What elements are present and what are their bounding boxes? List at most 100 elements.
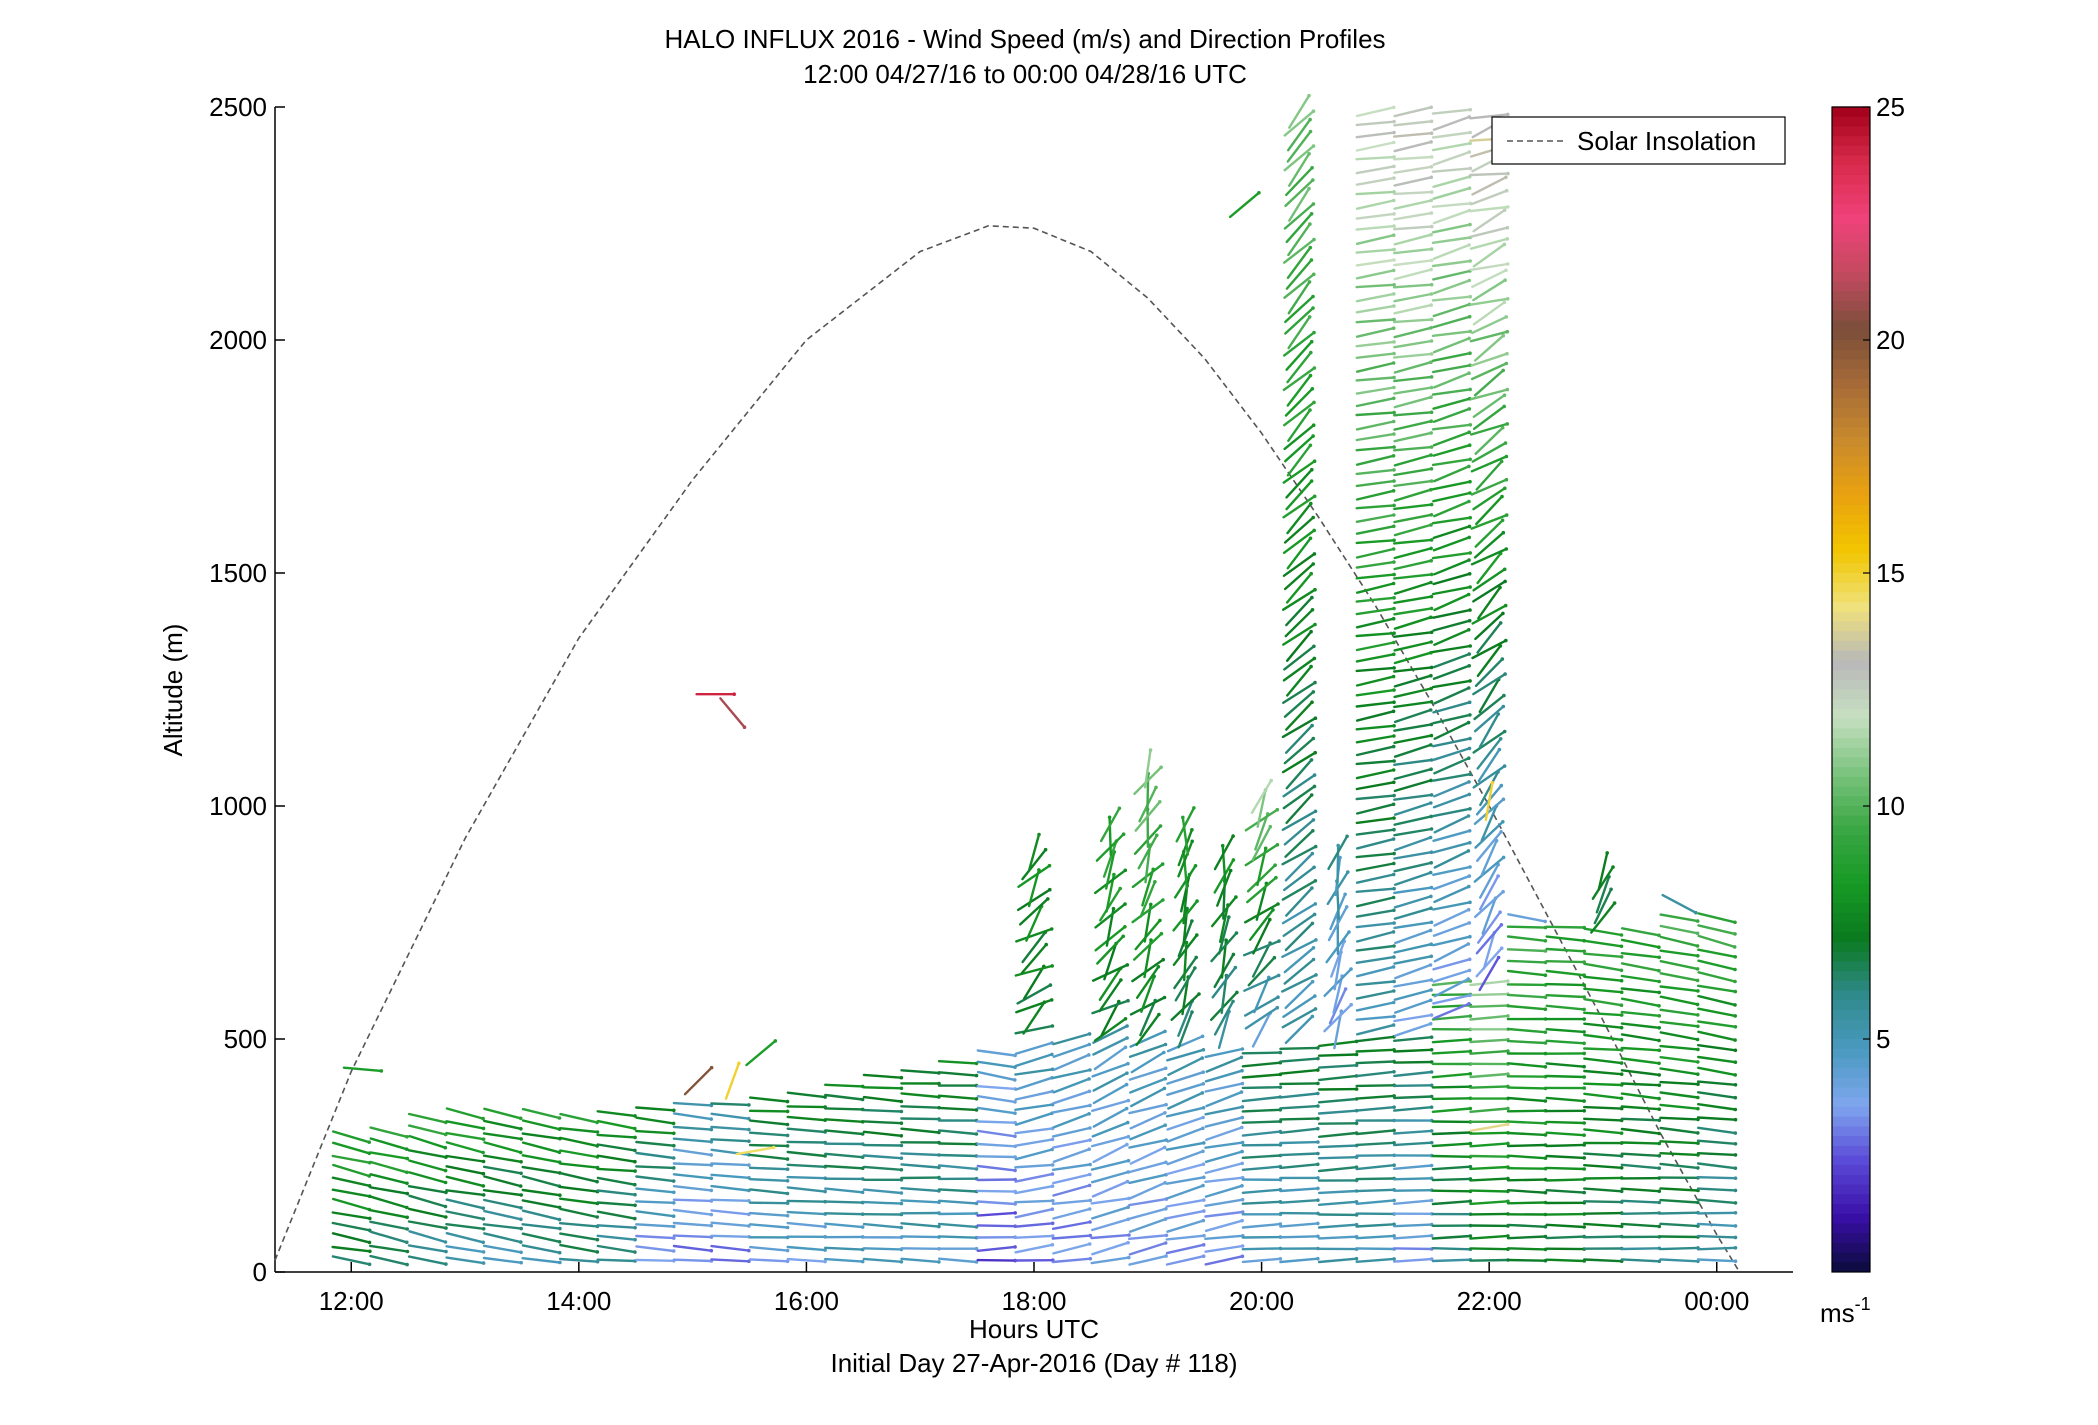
wind-vector-tip [1392,1163,1396,1167]
wind-vector [1130,1051,1166,1074]
wind-vector [1014,1053,1054,1068]
wind-vector [1432,558,1471,576]
wind-vector [1317,1064,1358,1069]
colorbar-segment [1832,242,1870,253]
wind-vector [1282,866,1316,892]
wind-vector [749,1245,789,1252]
wind-vector [862,1108,903,1113]
wind-vector [1281,810,1317,831]
wind-vector-tip [1582,1041,1586,1046]
wind-vector [1279,1222,1320,1228]
wind-vector [786,1115,827,1122]
wind-vector-tip [1311,829,1315,833]
wind-vector-tip [1543,1133,1548,1137]
wind-vector [1393,479,1433,488]
wind-vector-tip [937,1224,941,1229]
wind-vector [1355,1105,1396,1112]
wind-vector [483,1175,522,1188]
wind-vector [1355,376,1396,382]
wind-vector-tip [1733,979,1737,984]
wind-vector [596,1133,637,1139]
wind-vector-tip [1467,686,1471,690]
wind-vector [1620,1010,1661,1017]
wind-vector-tip [1733,1246,1738,1250]
wind-vector-tip [1310,700,1314,704]
wind-vector [1129,1111,1167,1130]
wind-vector-tip [1240,1140,1245,1145]
wind-vector [1213,1000,1235,1036]
wind-vector-tip [405,1181,409,1186]
wind-vector [1597,851,1609,891]
wind-vector-tip [1392,793,1396,798]
wind-vector [1355,352,1396,359]
wind-vector [1014,1068,1054,1076]
wind-vector [1284,724,1314,754]
wind-vector [1282,460,1316,484]
wind-vector [1583,962,1623,972]
wind-vector-tip [1118,886,1122,891]
wind-vector-tip [1657,1014,1661,1018]
wind-vector-tip [1316,1186,1320,1191]
wind-vector [1506,1086,1547,1090]
wind-vector [1090,1233,1131,1240]
colorbar-tick-label: 10 [1876,791,1905,821]
wind-vector-tip [481,1227,486,1231]
wind-vector-tip [1696,1082,1700,1086]
wind-vector-tip [1392,317,1396,322]
wind-vector-tip [1123,902,1127,906]
wind-vector [1243,902,1280,924]
wind-vector [1099,807,1121,843]
colorbar-segment [1832,116,1870,127]
colorbar-segment [1832,368,1870,379]
wind-vector [1392,1223,1433,1228]
wind-vector [331,1245,372,1253]
wind-vector [1241,1154,1282,1160]
wind-vector [1472,672,1507,696]
wind-vector [445,1231,485,1244]
wind-vector [1205,1090,1243,1108]
wind-vector-tip [1309,258,1314,262]
colorbar-segment [1832,455,1870,467]
wind-vector-tip [1392,396,1396,401]
wind-vector [1393,1022,1432,1037]
wind-vector [1620,974,1661,983]
wind-vector-tip [1224,938,1228,942]
wind-vector [1021,848,1047,881]
wind-vector [1433,908,1470,927]
wind-vector [1432,572,1471,586]
wind-vector [1129,1087,1166,1108]
wind-vector-tip [671,1179,676,1183]
wind-vector-tip [1313,750,1317,755]
wind-vector [1166,1184,1205,1200]
wind-vector [1545,925,1586,929]
wind-vector [1286,351,1313,384]
wind-vector [1591,865,1615,900]
wind-vector-tip [1502,300,1507,305]
colorbar-segment [1832,213,1870,224]
wind-vector-tip [1429,445,1434,449]
wind-vector [1620,1117,1661,1122]
wind-vector-tip [1506,979,1510,983]
wind-vector [1241,1247,1282,1251]
colorbar-segment [1832,873,1870,884]
wind-vector-tip [1499,459,1504,464]
wind-vector [1433,885,1471,904]
wind-vector [1355,212,1396,220]
wind-vector-tip [1276,995,1280,999]
wind-vector-tip [633,1203,637,1208]
wind-vector [1393,595,1433,604]
colorbar-segment [1832,718,1870,729]
wind-vector-tip [1087,1077,1091,1081]
wind-vector-tip [1429,640,1433,644]
wind-vector-tip [1429,119,1434,124]
wind-vector-tip [1087,1053,1091,1057]
wind-vector [1282,401,1316,427]
colorbar-segment [1832,640,1870,651]
wind-vector [900,1069,941,1075]
wind-vector [1014,1103,1054,1112]
wind-vector-tip [1162,1145,1167,1150]
wind-vector [900,1199,941,1204]
colorbar-segment [1832,446,1870,457]
wind-vector-tip [1087,1112,1091,1116]
